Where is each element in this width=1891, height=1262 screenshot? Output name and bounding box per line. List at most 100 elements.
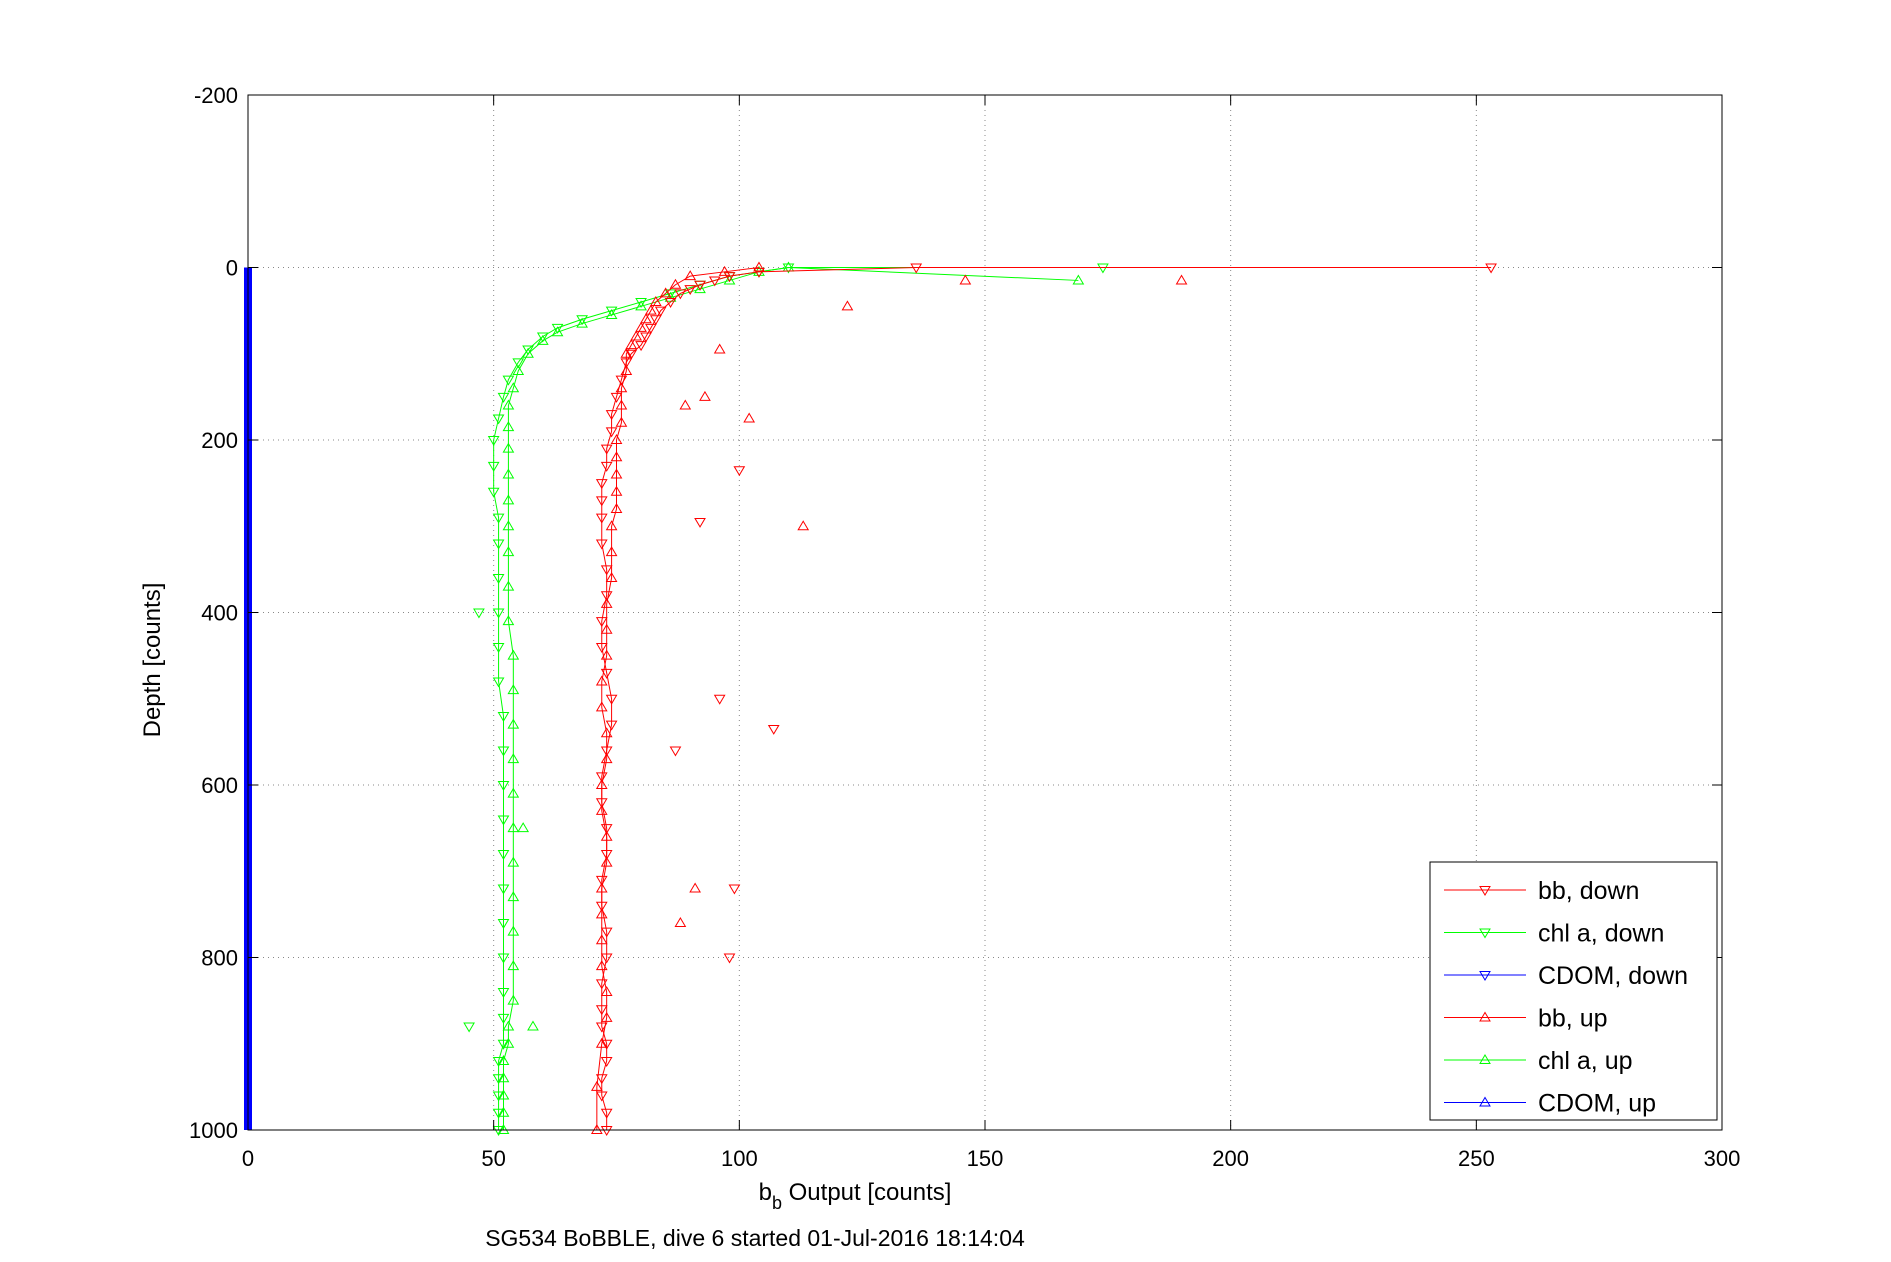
outlier-point xyxy=(767,724,780,735)
data-point xyxy=(595,701,608,712)
data-point xyxy=(502,1037,515,1048)
outlier-point xyxy=(699,390,711,401)
data-point xyxy=(507,718,520,729)
legend-label: chl a, up xyxy=(1538,1047,1633,1075)
data-point xyxy=(625,339,638,350)
data-point xyxy=(605,694,618,705)
data-point xyxy=(536,334,549,345)
outlier-point xyxy=(463,1022,475,1033)
data-point xyxy=(610,485,623,496)
data-point xyxy=(507,994,520,1005)
legend-label: chl a, down xyxy=(1538,920,1664,948)
data-point xyxy=(502,421,515,432)
data-point xyxy=(600,927,613,938)
data-point xyxy=(600,1039,613,1050)
data-point xyxy=(595,643,608,653)
data-point xyxy=(600,856,613,867)
legend-box xyxy=(1429,861,1718,1121)
y-tick-label: 800 xyxy=(201,946,238,971)
data-point xyxy=(600,830,613,841)
legend: bb, down chl a, down CDOM, down bb, up chl a… xyxy=(1429,861,1718,1121)
outlier-point xyxy=(841,300,854,311)
x-axis-label-rest: Output [counts] xyxy=(782,1179,951,1206)
data-point xyxy=(694,280,706,291)
data-point xyxy=(497,988,510,998)
data-point xyxy=(605,520,618,531)
outlier-point xyxy=(713,343,726,354)
series-chl-a-up xyxy=(497,261,1085,1134)
data-point xyxy=(1097,263,1109,274)
data-point xyxy=(664,298,677,308)
legend-marker xyxy=(1479,1054,1491,1064)
data-point xyxy=(753,261,765,272)
data-point xyxy=(645,323,657,334)
data-point xyxy=(512,365,525,375)
data-point xyxy=(753,267,765,278)
data-point xyxy=(723,274,736,285)
data-point xyxy=(620,365,633,375)
data-point xyxy=(507,891,520,902)
data-point xyxy=(595,1037,608,1048)
legend-item-bb-down: bb, down xyxy=(1444,877,1639,905)
data-point xyxy=(1485,263,1497,274)
x-axis-label: bb Output [counts] xyxy=(759,1179,952,1213)
data-point xyxy=(507,649,520,660)
data-point xyxy=(595,479,608,490)
x-tick-label: 200 xyxy=(1212,1146,1249,1171)
data-point xyxy=(502,615,515,626)
outlier-point xyxy=(1175,274,1188,285)
data-point xyxy=(600,1057,613,1067)
data-point xyxy=(492,1108,505,1119)
data-point xyxy=(600,461,613,472)
data-point xyxy=(605,720,618,731)
data-point xyxy=(492,1126,505,1136)
data-point xyxy=(635,321,647,332)
data-point xyxy=(507,787,520,798)
data-point xyxy=(595,1091,608,1102)
data-point xyxy=(615,399,628,410)
x-axis-label-main: b xyxy=(759,1179,772,1206)
data-point xyxy=(605,306,618,317)
data-point xyxy=(605,572,618,582)
data-point xyxy=(645,304,657,315)
data-point xyxy=(492,608,505,619)
data-point xyxy=(600,649,613,660)
data-point xyxy=(595,934,608,945)
data-point xyxy=(497,781,510,791)
data-point xyxy=(625,349,638,360)
outlier-point xyxy=(733,466,746,477)
data-point xyxy=(595,979,608,990)
legend-label: bb, up xyxy=(1538,1005,1608,1033)
data-point xyxy=(610,434,623,444)
data-point xyxy=(497,919,510,929)
data-point xyxy=(590,1080,603,1091)
data-point xyxy=(551,323,564,334)
data-point xyxy=(502,1020,515,1031)
legend-item-bb-up: bb, up xyxy=(1444,1005,1608,1033)
data-point xyxy=(502,520,515,531)
data-point xyxy=(605,546,618,557)
data-point xyxy=(600,753,613,764)
data-point xyxy=(497,1013,510,1024)
data-point xyxy=(684,270,697,281)
data-point xyxy=(497,850,510,860)
data-point xyxy=(497,884,510,895)
x-tick-label: 250 xyxy=(1458,1146,1495,1171)
outlier-point xyxy=(743,412,756,423)
data-point xyxy=(610,451,623,462)
outlier-point xyxy=(517,822,530,833)
legend-marker xyxy=(1479,1011,1491,1022)
data-point xyxy=(635,300,647,311)
data-point xyxy=(502,580,515,591)
legend-label: CDOM, down xyxy=(1538,962,1688,990)
y-tick-label: 1000 xyxy=(189,1118,238,1143)
legend-item-cdom-down: CDOM, down xyxy=(1444,962,1688,990)
data-point xyxy=(595,804,608,815)
series-line-chl-a-down xyxy=(493,267,1103,1130)
x-tick-label: 150 xyxy=(967,1146,1004,1171)
data-point xyxy=(718,265,731,276)
data-point xyxy=(640,313,652,324)
data-point xyxy=(497,746,510,757)
outlier-point xyxy=(797,520,810,531)
data-point xyxy=(502,494,515,505)
